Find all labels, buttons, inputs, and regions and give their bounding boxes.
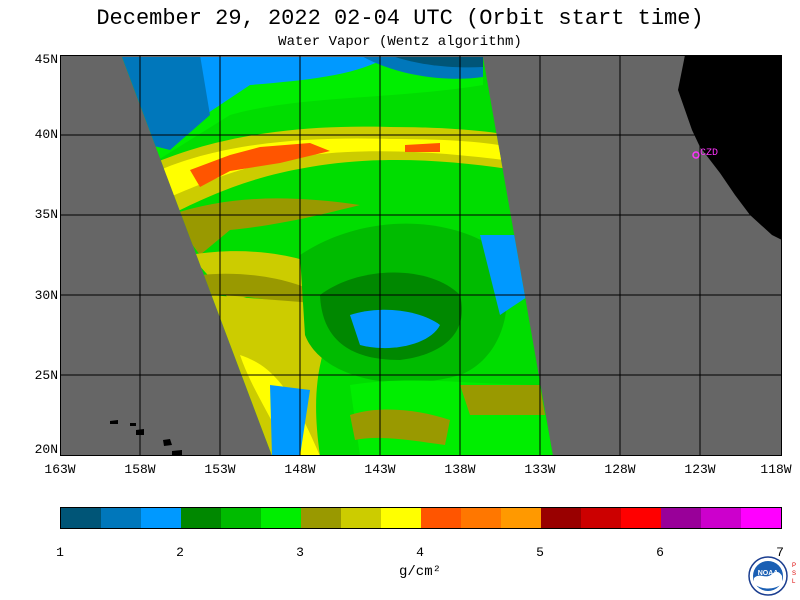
lat-label-20n: 20N (34, 442, 58, 457)
island (172, 450, 182, 456)
lat-label-35n: 35N (34, 207, 58, 222)
map-border (60, 55, 782, 456)
colorbar-units: g/cm² (398, 564, 441, 580)
lon-label-123w: 123W (684, 462, 716, 477)
colorbar-tick-2: 2 (176, 545, 184, 560)
colorbar-swatch (501, 508, 541, 528)
lon-label-163w: 163W (44, 462, 76, 477)
colorbar-swatch (741, 508, 781, 528)
lat-label-25n: 25N (34, 368, 58, 383)
lon-label-133w: 133W (524, 462, 556, 477)
lat-label-40n: 40N (34, 127, 58, 142)
island (163, 439, 172, 446)
colorbar (60, 507, 782, 529)
colorbar-swatch (221, 508, 261, 528)
colorbar-swatch (341, 508, 381, 528)
lon-label-118w: 118W (760, 462, 792, 477)
colorbar-tick-3: 3 (296, 545, 304, 560)
lon-label-143w: 143W (364, 462, 396, 477)
colorbar-swatch (181, 508, 221, 528)
colorbar-swatch (701, 508, 741, 528)
lon-label-158w: 158W (124, 462, 156, 477)
colorbar-swatch (61, 508, 101, 528)
colorbar-tick-7: 7 (776, 545, 784, 560)
colorbar-swatch (581, 508, 621, 528)
satellite-swath (122, 57, 553, 456)
colorbar-tick-4: 4 (416, 545, 424, 560)
colorbar-swatch (661, 508, 701, 528)
colorbar-swatch (621, 508, 661, 528)
colorbar-swatch (421, 508, 461, 528)
lon-label-153w: 153W (204, 462, 236, 477)
colorbar-swatch (261, 508, 301, 528)
lon-label-148w: 148W (284, 462, 316, 477)
island (130, 423, 136, 426)
colorbar-swatch (461, 508, 501, 528)
map-grid (60, 55, 782, 456)
colorbar-tick-1: 1 (56, 545, 64, 560)
colorbar-swatch (381, 508, 421, 528)
lat-label-45n: 45N (34, 52, 58, 67)
colorbar-swatch (101, 508, 141, 528)
island (110, 420, 118, 424)
map-title: December 29, 2022 02-04 UTC (Orbit start… (96, 6, 704, 31)
colorbar-swatch (541, 508, 581, 528)
lon-label-128w: 128W (604, 462, 636, 477)
station-label: CZD (700, 148, 718, 159)
water-vapor-map: CZD (60, 55, 782, 456)
logo-text: NOAA (758, 570, 779, 577)
colorbar-tick-5: 5 (536, 545, 544, 560)
noaa-logo-icon: NOAA (748, 556, 788, 596)
lat-label-30n: 30N (34, 288, 58, 303)
colorbar-swatch (141, 508, 181, 528)
colorbar-swatch (301, 508, 341, 528)
land-mass (678, 55, 782, 240)
lon-label-138w: 138W (444, 462, 476, 477)
station-marker (692, 151, 700, 159)
map-subtitle: Water Vapor (Wentz algorithm) (278, 34, 522, 50)
colorbar-tick-6: 6 (656, 545, 664, 560)
